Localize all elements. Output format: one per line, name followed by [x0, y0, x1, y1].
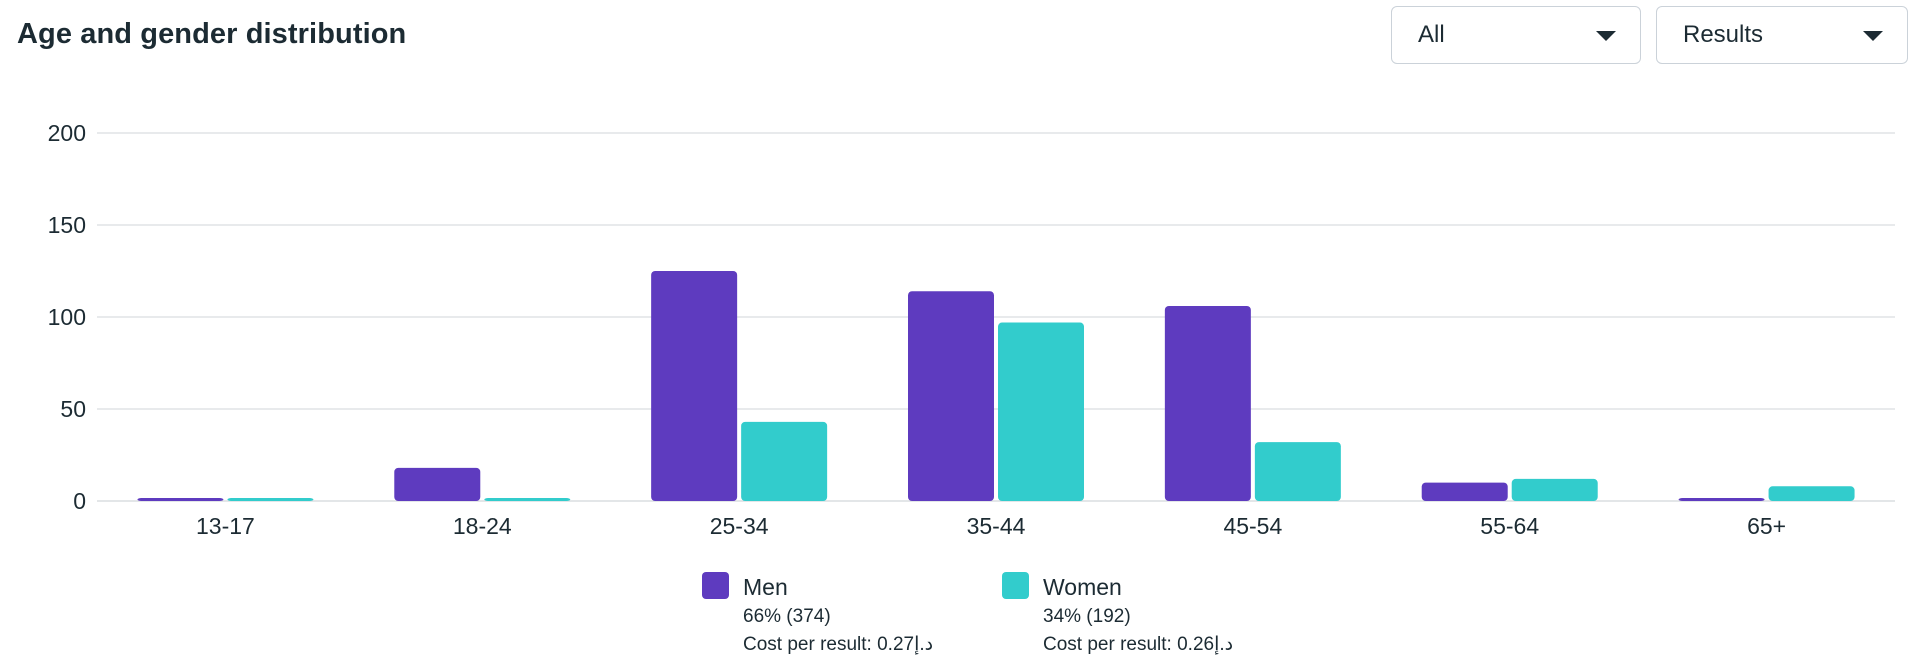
- legend-cost-men: Cost per result: 0.27د.إ: [743, 634, 934, 655]
- bar-women-55-64: [1511, 478, 1598, 501]
- y-tick-label: 200: [48, 120, 86, 146]
- bar-men-55-64: [1421, 482, 1508, 501]
- legend-name-men: Men: [743, 574, 788, 600]
- legend-cost-women: Cost per result: 0.26د.إ: [1043, 634, 1234, 655]
- y-tick-label: 50: [60, 396, 86, 422]
- metric-dropdown-value: Results: [1683, 21, 1764, 48]
- bar-women-18-24: [484, 498, 571, 501]
- bar-men-45-54: [1164, 305, 1251, 501]
- x-tick-label: 65+: [1747, 513, 1786, 539]
- y-tick-label: 150: [48, 212, 86, 238]
- bar-men-18-24: [394, 467, 481, 501]
- x-tick-label: 45-54: [1223, 513, 1282, 539]
- bar-men-35-44: [908, 291, 994, 501]
- x-tick-label: 55-64: [1480, 513, 1539, 539]
- legend-name-women: Women: [1043, 574, 1122, 600]
- bar-chart: 0 50 100 150 200 13-17 18-24 25-34 35-44 45-54 55-…: [48, 120, 1895, 539]
- caret-down-icon: [1596, 31, 1616, 41]
- x-tick-label: 35-44: [967, 513, 1026, 539]
- x-tick-label: 13-17: [196, 513, 255, 539]
- bar-women-35-44: [998, 322, 1084, 501]
- bar-men-65+: [1678, 498, 1765, 501]
- y-tick-label: 100: [48, 304, 86, 330]
- bar-men-25-34: [651, 271, 738, 501]
- legend-share-women: 34% (192): [1043, 606, 1131, 627]
- legend-share-men: 66% (374): [743, 606, 831, 627]
- bar-women-25-34: [741, 421, 828, 501]
- chart-title: Age and gender distribution: [17, 18, 407, 50]
- caret-down-icon: [1863, 31, 1883, 41]
- legend-swatch-men: [702, 572, 729, 599]
- bar-women-13-17: [227, 498, 314, 501]
- y-tick-label: 0: [73, 488, 86, 514]
- filter-dropdown-value: All: [1418, 21, 1445, 48]
- bar-women-65+: [1768, 486, 1855, 501]
- bar-men-13-17: [137, 498, 224, 501]
- bar-women-45-54: [1254, 442, 1341, 501]
- x-tick-label: 18-24: [453, 513, 512, 539]
- metric-dropdown[interactable]: Results: [1656, 6, 1908, 64]
- filter-dropdown[interactable]: All: [1391, 6, 1641, 64]
- legend-swatch-women: [1002, 572, 1029, 599]
- x-tick-label: 25-34: [710, 513, 769, 539]
